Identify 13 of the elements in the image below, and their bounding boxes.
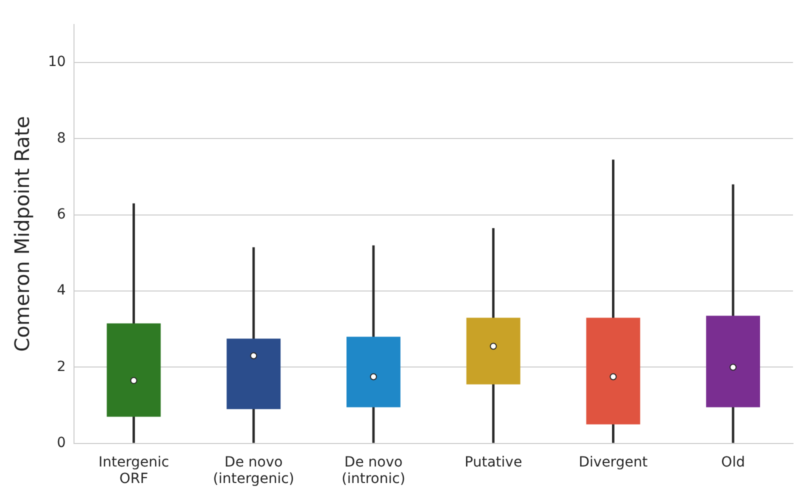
x-tick-label: Old — [721, 454, 745, 470]
x-tick-label: De novo (intergenic) — [212, 454, 294, 488]
y-tick-label: 4 — [56, 282, 66, 299]
y-tick-label: 0 — [56, 435, 66, 452]
y-tick-label: 2 — [56, 358, 66, 375]
y-axis-title: Comeron Midpoint Rate — [10, 116, 34, 352]
y-tick-label: 6 — [56, 206, 66, 222]
y-tick-label: 10 — [48, 54, 66, 70]
x-tick-label: Putative — [464, 454, 522, 470]
x-tick-label: Divergent — [578, 454, 648, 470]
x-tick-label: De novo (intronic) — [342, 454, 406, 488]
x-tick-label: Intergenic ORF — [98, 454, 170, 488]
y-tick-label: 8 — [56, 130, 66, 146]
